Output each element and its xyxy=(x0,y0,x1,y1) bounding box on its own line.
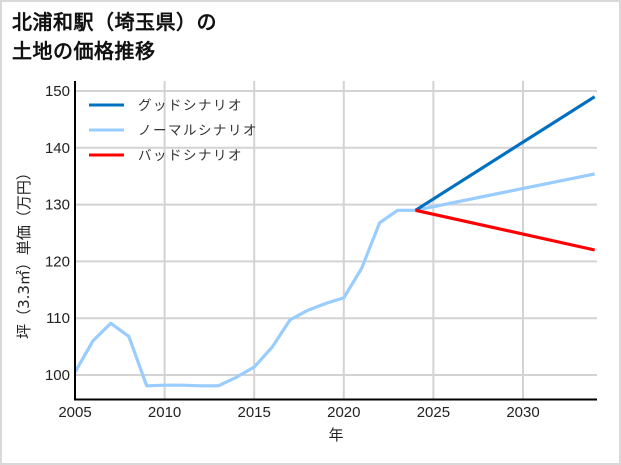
chart-title-line2: 土地の価格推移 xyxy=(12,39,156,63)
y-tick-label: 130 xyxy=(45,197,70,214)
series-line xyxy=(414,95,596,212)
x-tick-label: 2015 xyxy=(238,404,271,421)
x-tick-label: 2010 xyxy=(148,404,181,421)
chart-title: 北浦和駅（埼玉県）の 土地の価格推移 xyxy=(12,8,217,66)
legend-label: ノーマルシナリオ xyxy=(138,123,258,139)
series-line xyxy=(415,208,596,252)
legend-label: バッドシナリオ xyxy=(138,148,243,164)
x-tick-label: 2020 xyxy=(327,404,360,421)
x-tick-labels: 2005 2010 2015 2020 2025 2030 xyxy=(58,404,539,421)
y-tick-labels: 100 110 120 130 140 150 xyxy=(45,83,70,384)
x-tick-label: 2025 xyxy=(417,404,450,421)
legend-label: グッドシナリオ xyxy=(138,98,243,114)
y-tick-label: 120 xyxy=(45,253,70,270)
axes xyxy=(74,81,597,401)
y-tick-label: 140 xyxy=(45,140,70,157)
y-tick-label: 110 xyxy=(46,310,70,327)
y-tick-label: 150 xyxy=(45,83,70,100)
y-tick-label: 100 xyxy=(45,367,70,384)
series-line xyxy=(75,172,596,388)
x-axis-label: 年 xyxy=(328,426,343,444)
x-tick-label: 2005 xyxy=(58,404,91,421)
data-series xyxy=(75,95,596,388)
y-axis-label: 坪（3.3㎡）単価（万円） xyxy=(15,165,33,339)
x-tick-label: 2030 xyxy=(506,404,539,421)
chart-title-line1: 北浦和駅（埼玉県）の xyxy=(12,10,217,34)
